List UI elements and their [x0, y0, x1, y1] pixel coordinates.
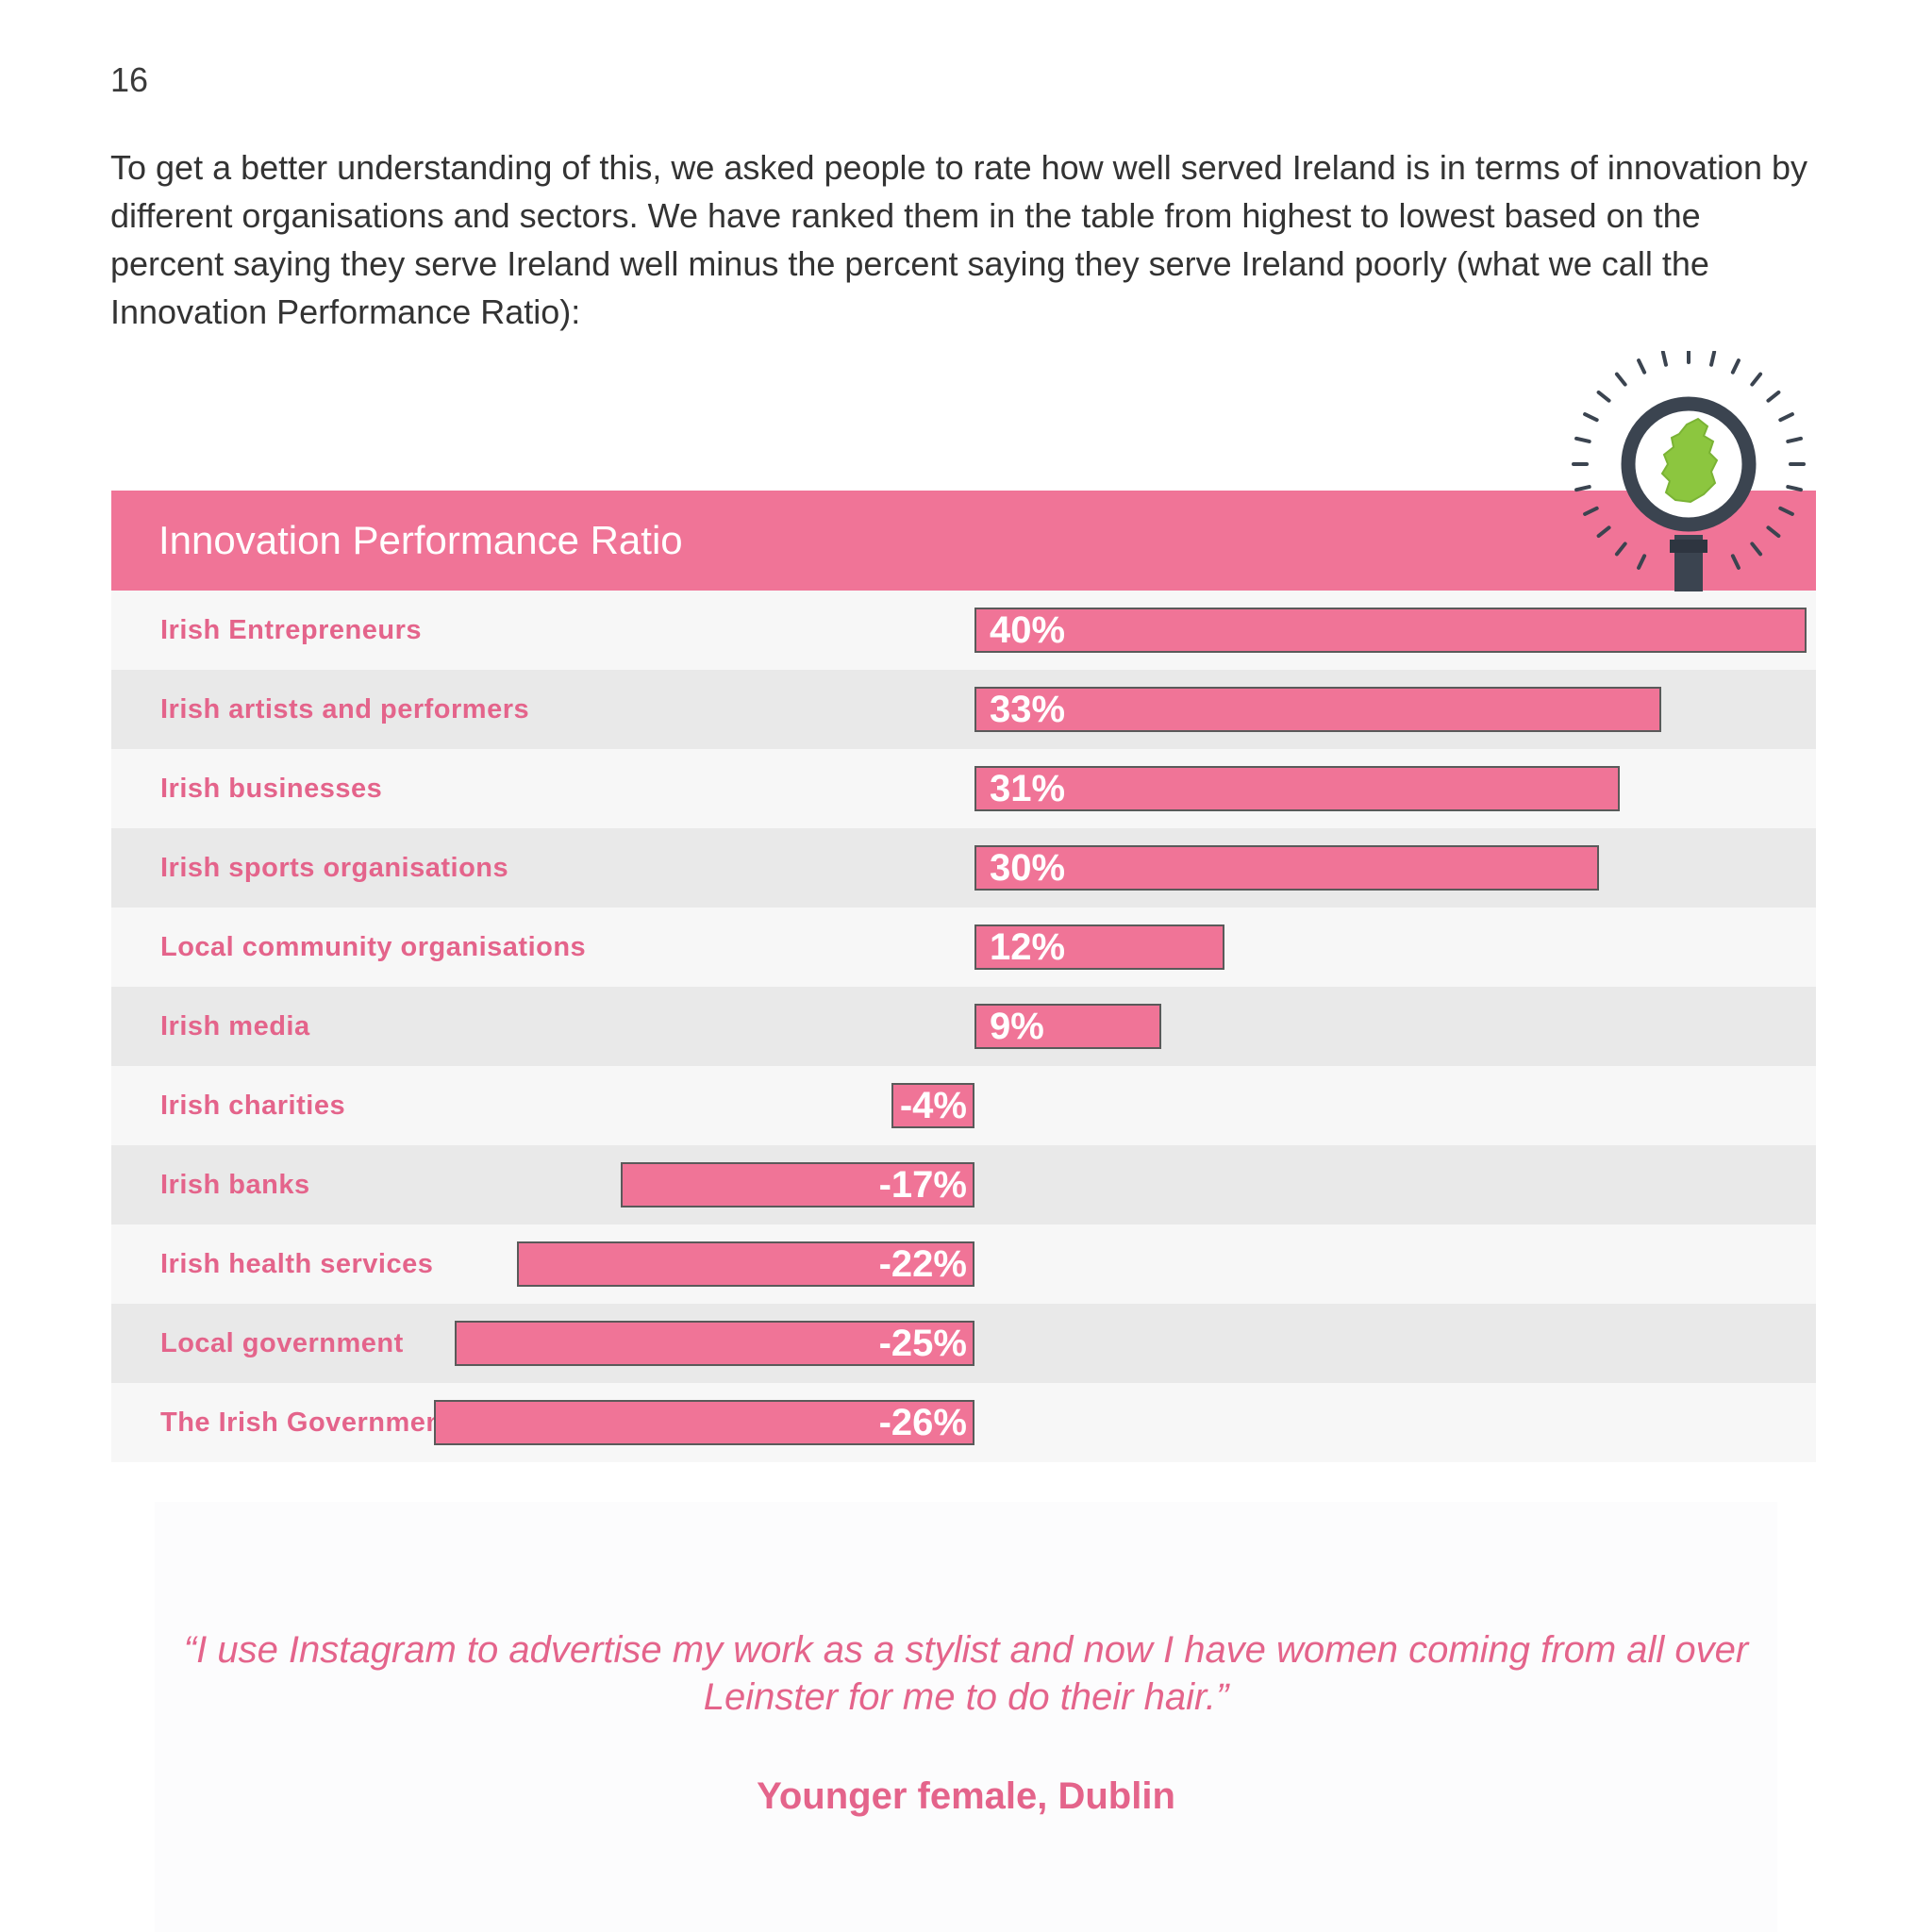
- category-label: Irish charities: [160, 1091, 346, 1121]
- bar: 31%: [974, 766, 1620, 811]
- category-label: Local government: [160, 1328, 404, 1358]
- bar-value-label: -4%: [899, 1085, 967, 1126]
- category-label: Irish health services: [160, 1249, 434, 1279]
- category-label: Irish banks: [160, 1170, 310, 1200]
- chart-row: Irish banks -17%: [111, 1145, 1816, 1224]
- quote-text: “I use Instagram to advertise my work as…: [183, 1629, 1749, 1718]
- bar: 40%: [974, 608, 1807, 653]
- bar-value-label: 31%: [990, 768, 1066, 809]
- bar: -26%: [433, 1400, 974, 1445]
- page-number: 16: [110, 60, 149, 99]
- chart-title: Innovation Performance Ratio: [158, 518, 683, 562]
- bar-value-label: 9%: [990, 1006, 1044, 1047]
- bar: 30%: [974, 845, 1599, 891]
- bar-value-label: -26%: [878, 1402, 967, 1443]
- bar: 9%: [974, 1004, 1162, 1049]
- innovation-performance-chart: Innovation Performance Ratio Irish Entre…: [111, 491, 1816, 1462]
- chart-row: The Irish Government -26%: [111, 1383, 1816, 1462]
- chart-header: Innovation Performance Ratio: [111, 491, 1816, 591]
- category-label: Irish businesses: [160, 774, 383, 804]
- bar: -25%: [454, 1321, 974, 1366]
- chart-row: Irish sports organisations 30%: [111, 828, 1816, 908]
- category-label: Irish media: [160, 1011, 310, 1041]
- chart-row: Local government -25%: [111, 1304, 1816, 1383]
- bar: -4%: [891, 1083, 974, 1128]
- bar-value-label: 30%: [990, 847, 1066, 889]
- bar-value-label: 12%: [990, 926, 1066, 968]
- chart-row: Irish media 9%: [111, 987, 1816, 1066]
- category-label: The Irish Government: [160, 1407, 453, 1438]
- chart-row: Irish Entrepreneurs 40%: [111, 591, 1816, 670]
- category-label: Irish artists and performers: [160, 694, 530, 724]
- magnifying-glass-ireland-icon: [1572, 351, 1806, 591]
- bar-value-label: 33%: [990, 689, 1066, 730]
- chart-row: Local community organisations 12%: [111, 908, 1816, 987]
- bar: 12%: [974, 924, 1224, 970]
- category-label: Irish sports organisations: [160, 853, 509, 883]
- chart-row: Irish artists and performers 33%: [111, 670, 1816, 749]
- bar: -22%: [516, 1241, 974, 1287]
- chart-row: Irish charities -4%: [111, 1066, 1816, 1145]
- bar: 33%: [974, 687, 1661, 732]
- category-label: Local community organisations: [160, 932, 587, 962]
- bar-value-label: -25%: [878, 1323, 967, 1364]
- quote-box: “I use Instagram to advertise my work as…: [155, 1502, 1777, 1932]
- bar-value-label: -17%: [878, 1164, 967, 1206]
- bar: -17%: [621, 1162, 974, 1208]
- quote-attribution: Younger female, Dublin: [757, 1775, 1175, 1817]
- chart-row: Irish health services -22%: [111, 1224, 1816, 1304]
- chart-row: Irish businesses 31%: [111, 749, 1816, 828]
- bar-value-label: -22%: [878, 1243, 967, 1285]
- bar-value-label: 40%: [990, 609, 1066, 651]
- category-label: Irish Entrepreneurs: [160, 615, 423, 645]
- intro-paragraph: To get a better understanding of this, w…: [110, 148, 1808, 331]
